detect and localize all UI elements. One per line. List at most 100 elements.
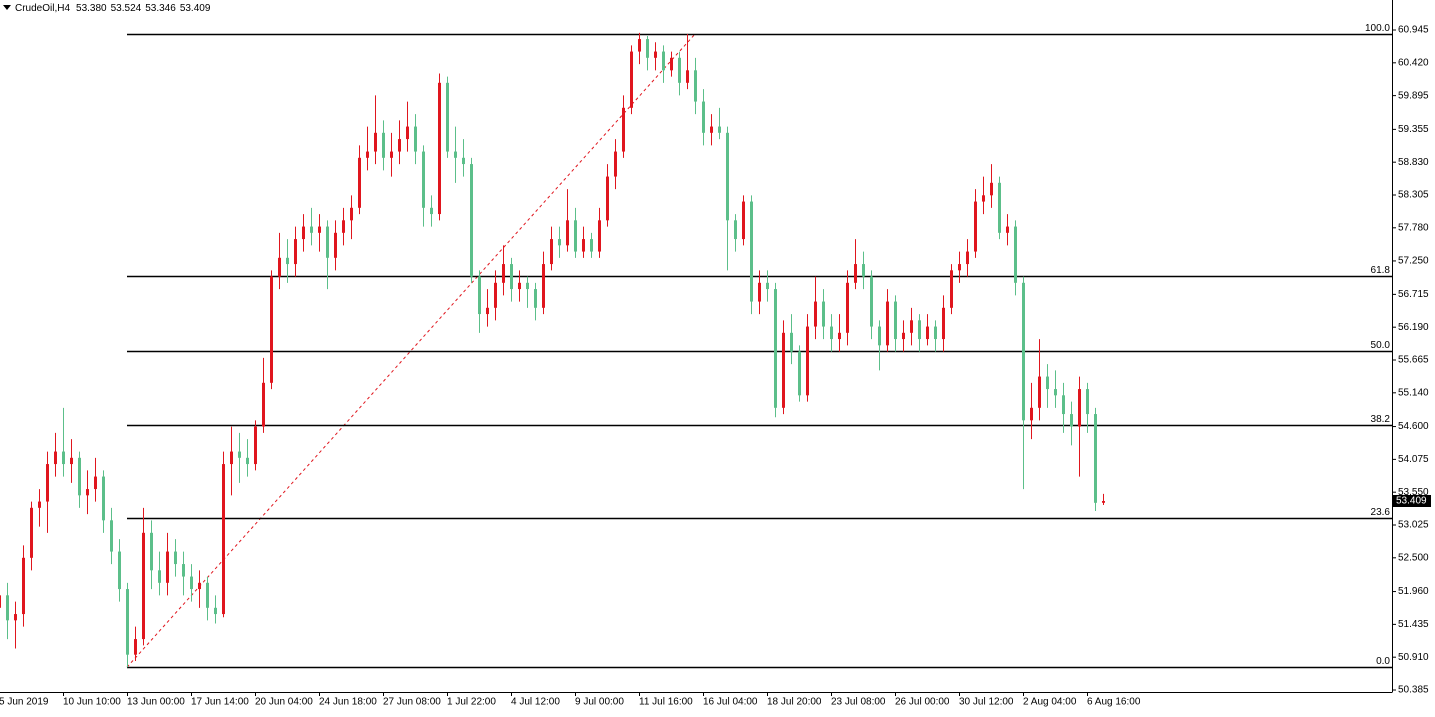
candle-body	[854, 264, 857, 283]
candle-body	[814, 301, 817, 327]
candle-body	[222, 464, 225, 615]
candle-body	[502, 264, 505, 283]
candle-body	[294, 239, 297, 265]
fib-level-label: 0.0	[1376, 656, 1390, 667]
candle-body	[1038, 376, 1041, 408]
candle-body	[206, 582, 209, 608]
candle-body	[758, 282, 761, 302]
candle-body	[254, 426, 257, 465]
candle-body	[374, 132, 377, 152]
candle-body	[1022, 282, 1025, 421]
y-tick-label: 50.910	[1398, 652, 1429, 663]
candle-body	[414, 126, 417, 152]
candle-body	[878, 326, 881, 346]
candle-body	[478, 276, 481, 315]
candle-body	[94, 476, 97, 490]
candle-body	[390, 151, 393, 158]
candle-body	[158, 570, 161, 583]
y-tick-label: 52.500	[1398, 552, 1429, 563]
candle-body	[934, 326, 937, 340]
candle-body	[334, 232, 337, 258]
candle-body	[846, 282, 849, 333]
x-tick-label: 5 Jun 2019	[0, 697, 49, 708]
candle-body	[670, 57, 673, 71]
candle-body	[198, 582, 201, 590]
fib-trend	[126, 33, 696, 668]
candle-body	[126, 589, 129, 655]
candle-body	[686, 70, 689, 83]
candle-body	[1070, 414, 1073, 427]
candle-body	[718, 126, 721, 133]
fib-level-label: 61.8	[1371, 265, 1391, 276]
y-tick-label: 51.435	[1398, 619, 1429, 630]
ohlc-close: 53.409	[180, 3, 211, 14]
candle-body	[350, 207, 353, 221]
y-tick-label: 51.960	[1398, 586, 1429, 597]
y-tick-label: 59.895	[1398, 90, 1429, 101]
candle-body	[286, 257, 289, 265]
candle-body	[38, 501, 41, 508]
candle-body	[710, 126, 713, 133]
header-arrow	[3, 5, 11, 10]
candle-body	[166, 551, 169, 583]
candle-body	[470, 164, 473, 277]
candle-body	[246, 457, 249, 465]
candle-body	[550, 239, 553, 265]
y-tick-label: 56.715	[1398, 289, 1429, 300]
candle-body	[766, 282, 769, 290]
candle-body	[598, 220, 601, 252]
candle-body	[78, 457, 81, 496]
y-tick-label: 59.355	[1398, 124, 1429, 135]
candle-body	[422, 151, 425, 208]
x-tick-label: 6 Aug 16:00	[1087, 697, 1141, 708]
y-tick-label: 54.600	[1398, 421, 1429, 432]
fib-level-label: 100.0	[1365, 23, 1390, 34]
candle-body	[182, 564, 185, 577]
candle-body	[942, 307, 945, 340]
candle-body	[70, 457, 73, 465]
candle-body	[1086, 389, 1089, 415]
y-tick-label: 57.780	[1398, 222, 1429, 233]
candle-body	[774, 289, 777, 408]
candle-body	[454, 151, 457, 158]
candle-body	[782, 332, 785, 408]
y-tick-label: 55.665	[1398, 355, 1429, 366]
candle-body	[582, 239, 585, 252]
candle-body	[702, 101, 705, 133]
x-tick-label: 23 Jul 08:00	[831, 697, 886, 708]
candle-body	[0, 595, 1, 608]
candle-body	[86, 489, 89, 496]
x-tick-label: 11 Jul 16:00	[639, 697, 693, 708]
candle-body	[950, 270, 953, 308]
candle-body	[806, 326, 809, 396]
candle-body	[1102, 501, 1105, 503]
candle-body	[646, 39, 649, 58]
candle-body	[230, 451, 233, 465]
candle-body	[918, 320, 921, 340]
y-tick-label: 57.250	[1398, 256, 1429, 267]
x-tick-label: 24 Jun 18:00	[319, 697, 377, 708]
x-tick-label: 30 Jul 12:00	[959, 697, 1014, 708]
candle-body	[566, 220, 569, 246]
y-tick-label: 53.025	[1398, 520, 1429, 531]
candle-body	[22, 557, 25, 615]
candle-body	[734, 220, 737, 240]
candle-body	[518, 282, 521, 290]
candle-body	[238, 451, 241, 458]
candle-body	[534, 289, 537, 308]
candle-body	[798, 351, 801, 396]
candle-body	[1078, 389, 1081, 427]
y-tick-label: 60.945	[1398, 25, 1429, 36]
candle-body	[726, 132, 729, 221]
candle-body	[966, 251, 969, 265]
x-tick-label: 27 Jun 08:00	[383, 697, 441, 708]
candle-body	[406, 126, 409, 140]
candle-body	[638, 39, 641, 52]
candle-body	[190, 576, 193, 590]
candle-body	[742, 201, 745, 240]
candle-body	[174, 551, 177, 565]
x-tick-label: 17 Jun 14:00	[191, 697, 249, 708]
chart-header: CrudeOil,H4 53.380 53.524 53.346 53.409	[15, 3, 211, 14]
candle-body	[574, 220, 577, 252]
